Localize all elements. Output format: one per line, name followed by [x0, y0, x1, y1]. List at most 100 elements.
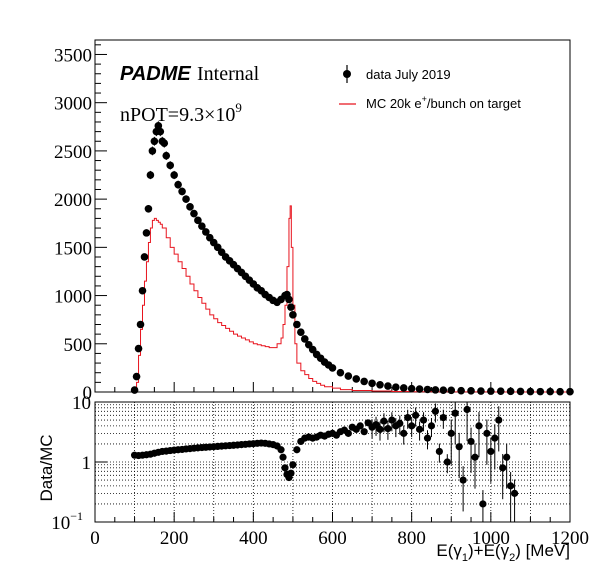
- ratio-point: [487, 437, 495, 483]
- data-point: [142, 229, 151, 237]
- ratio-point: [463, 402, 471, 441]
- data-point: [392, 383, 400, 391]
- x-axis-label: E(γ1)+E(γ2) [MeV]: [436, 541, 570, 564]
- ratio-point: [439, 409, 447, 429]
- data-point: [467, 387, 475, 395]
- x-tick-label: 200: [160, 528, 189, 549]
- data-point: [536, 387, 545, 396]
- data-point: [368, 379, 376, 388]
- data-point: [202, 228, 210, 236]
- y-tick-label: 0: [83, 383, 93, 404]
- data-point: [285, 295, 293, 304]
- data-point: [457, 386, 465, 395]
- y-tick-label: 3000: [54, 94, 92, 115]
- y-tick-label: 3500: [54, 45, 92, 66]
- legend-data-label: data July 2019: [366, 67, 451, 82]
- ratio-point: [451, 402, 459, 445]
- ratio-point: [376, 421, 384, 441]
- data-point: [162, 151, 171, 161]
- data-point: [407, 384, 416, 393]
- ratio-point: [510, 479, 519, 522]
- data-point: [487, 387, 495, 395]
- data-point: [156, 127, 165, 137]
- ratio-plot-area: [130, 402, 519, 522]
- ratio-y-axis-label: Data/MC: [37, 434, 56, 501]
- data-point: [566, 387, 574, 396]
- ratio-point: [447, 419, 455, 465]
- data-point: [186, 203, 194, 211]
- data-point: [297, 328, 305, 337]
- data-point: [146, 170, 155, 180]
- ratio-point: [471, 443, 479, 489]
- x-tick-label: 600: [318, 528, 347, 549]
- ratio-point: [427, 418, 436, 438]
- data-point: [496, 387, 505, 396]
- data-point: [516, 387, 525, 396]
- ratio-point: [384, 420, 392, 440]
- ratio-point: [499, 453, 507, 500]
- data-point: [178, 187, 186, 196]
- data-point: [287, 303, 295, 311]
- legend: data July 2019 MC 20k e+/bunch on target: [339, 65, 521, 111]
- y-tick-label: 500: [64, 335, 93, 356]
- data-point: [399, 384, 408, 392]
- ratio-point: [277, 446, 285, 454]
- data-point: [352, 375, 361, 383]
- ratio-point: [467, 427, 475, 473]
- y-tick-label: 2500: [54, 142, 92, 163]
- npot-label: nPOT=9.3×109: [120, 100, 242, 126]
- data-point: [360, 377, 368, 386]
- experiment-logo: PADME: [120, 63, 191, 85]
- ratio-point: [289, 461, 297, 469]
- ratio-point: [293, 446, 301, 454]
- data-point: [376, 380, 384, 389]
- ratio-point: [360, 428, 368, 436]
- x-tick-label: 1200: [551, 528, 589, 549]
- main-plot-area: [130, 121, 574, 396]
- y-tick-label: 2000: [54, 190, 92, 211]
- ratio-point: [491, 424, 499, 470]
- x-tick-label: 1000: [472, 528, 510, 549]
- data-point: [431, 386, 440, 394]
- data-point: [546, 387, 555, 396]
- data-point: [134, 344, 143, 353]
- data-point: [130, 386, 139, 394]
- data-point: [344, 372, 353, 380]
- ratio-point: [287, 469, 295, 477]
- data-point: [194, 216, 202, 225]
- data-point: [300, 335, 309, 343]
- ratio-point: [483, 419, 491, 465]
- data-point: [136, 320, 145, 329]
- mc-histogram-line: [134, 205, 570, 393]
- ratio-point: [408, 418, 416, 438]
- data-point: [138, 286, 147, 295]
- data-point: [506, 387, 515, 396]
- ratio-point: [431, 403, 440, 423]
- data-point: [198, 222, 206, 230]
- ratio-point: [475, 412, 483, 458]
- y-tick-label: 1000: [54, 287, 92, 308]
- ratio-point: [404, 409, 412, 429]
- ratio-point: [443, 454, 451, 474]
- ratio-point: [388, 412, 396, 432]
- data-point: [384, 382, 392, 390]
- ratio-point: [279, 453, 287, 461]
- ratio-point: [495, 406, 503, 452]
- data-point: [190, 209, 198, 218]
- ratio-point: [356, 422, 364, 430]
- x-tick-label: 400: [239, 528, 268, 549]
- ratio-point: [423, 430, 432, 450]
- ratio-point: [372, 416, 380, 436]
- data-point: [166, 161, 175, 170]
- ratio-axis-ticks: 10 1 10−1 0 200 400 600 800 1000 1200: [51, 393, 589, 549]
- ratio-point: [419, 412, 428, 432]
- ratio-point: [479, 490, 487, 522]
- ratio-point: [503, 443, 511, 489]
- data-point: [148, 146, 157, 156]
- ratio-point: [344, 429, 352, 437]
- ratio-point: [435, 443, 443, 463]
- data-point: [328, 364, 337, 372]
- status-label: Internal: [197, 63, 260, 85]
- data-point: [160, 138, 169, 148]
- x-tick-label: 0: [90, 528, 100, 549]
